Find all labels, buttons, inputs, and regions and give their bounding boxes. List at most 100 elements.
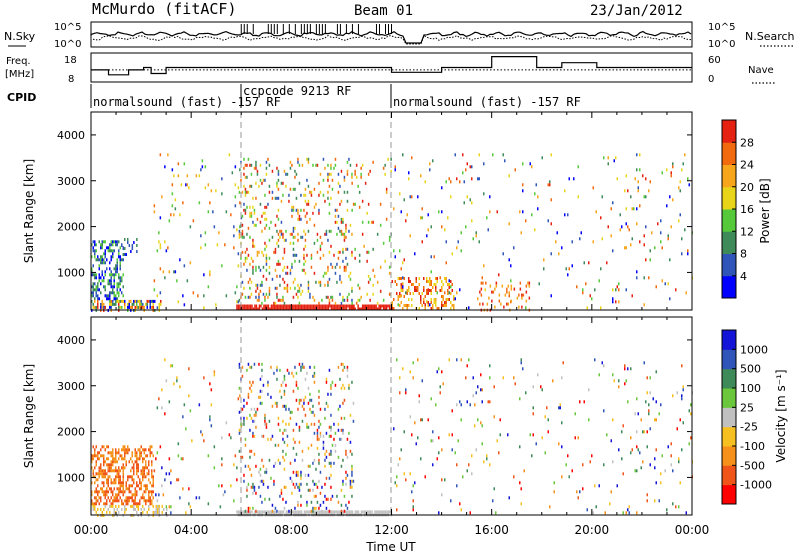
echo-cell [97,285,99,289]
echo-cell [435,298,437,301]
echo-cell [297,386,299,390]
echo-cell [92,475,94,479]
echo-cell [283,458,286,462]
echo-cell [340,509,343,513]
echo-cell [107,481,109,485]
echo-cell [314,510,316,514]
echo-cell [113,487,115,491]
echo-cell [268,497,271,501]
echo-cell [230,436,232,440]
echo-cell [173,174,175,178]
echo-cell [613,379,615,383]
echo-cell [333,253,335,257]
echo-cell [113,496,115,500]
echo-cell [131,466,133,470]
x-axis-label: Time UT [365,540,416,554]
echo-cell [142,302,144,306]
echo-cell [325,449,328,453]
echo-cell [101,258,103,262]
echo-cell [543,258,545,262]
echo-cell [337,214,340,218]
echo-cell [465,376,467,380]
echo-cell [292,229,295,233]
echo-cell [275,304,277,308]
echo-cell [92,507,94,511]
echo-cell [504,293,507,297]
echo-cell [97,499,99,503]
echo-cell [336,220,338,224]
echo-cell [256,250,259,254]
echo-cell [148,490,150,494]
echo-cell [348,304,351,308]
echo-cell [435,286,437,289]
echo-cell [612,373,614,377]
echo-cell [610,439,612,443]
echo-cell [273,307,276,311]
echo-cell [316,431,319,435]
echo-cell [137,502,139,506]
echo-cell [134,493,136,497]
echo-cell [339,377,341,381]
echo-cell [253,413,256,417]
echo-cell [100,463,102,467]
echo-cell [432,463,434,467]
echo-cell [168,457,171,461]
echo-cell [435,304,437,307]
echo-cell [328,184,331,188]
echo-cell [390,157,392,161]
echo-cell [139,481,141,485]
echo-cell [118,487,120,491]
echo-cell [259,268,262,272]
echo-cell [122,478,124,482]
echo-cell [685,511,687,515]
noise-right-tick-top: 10^5 [708,22,735,33]
echo-cell [255,410,257,414]
noise-left-label: N.Sky [4,30,36,43]
echo-cell [259,289,262,293]
echo-cell [319,244,322,248]
echo-cell [379,223,382,227]
echo-cell [139,478,141,482]
echo-cell [113,273,115,277]
echo-cell [149,451,151,455]
echo-cell [574,412,576,416]
echo-cell [328,298,331,302]
echo-cell [109,504,111,508]
echo-cell [136,250,138,253]
echo-cell [350,304,352,308]
echo-cell [243,404,245,408]
echo-cell [121,502,123,506]
power-colorbar-label: Power [dB] [758,178,772,243]
echo-cell [251,304,253,308]
echo-cell [348,386,350,390]
echo-cell [133,299,135,303]
echo-cell [100,507,102,511]
echo-cell [265,172,268,176]
echo-cell [137,504,139,508]
echo-cell [339,202,341,206]
echo-cell [107,279,109,283]
echo-cell [382,241,385,245]
echo-cell [297,304,300,308]
echo-cell [285,307,288,311]
echo-cell [538,282,540,286]
echo-cell [488,296,490,300]
echo-cell [103,457,105,461]
echo-cell [158,302,160,306]
echo-cell [345,235,347,239]
echo-cell [479,302,481,306]
echo-cell [307,401,310,405]
echo-cell [559,406,561,410]
echo-cell [409,292,411,295]
echo-cell [236,510,238,514]
echo-cell [145,302,147,306]
echo-cell [655,481,657,485]
echo-cell [319,247,322,251]
echo-cell [405,291,407,295]
echo-cell [338,307,340,311]
echo-cell [267,380,269,384]
echo-cell [339,277,341,281]
power-cb-tick-label: 12 [740,225,754,238]
echo-cell [121,466,123,470]
